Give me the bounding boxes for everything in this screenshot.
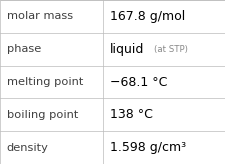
Text: density: density — [7, 143, 48, 153]
Text: 138 °C: 138 °C — [109, 108, 152, 121]
Text: melting point: melting point — [7, 77, 83, 87]
Text: 1.598 g/cm³: 1.598 g/cm³ — [109, 141, 185, 154]
Text: −68.1 °C: −68.1 °C — [109, 75, 166, 89]
Text: boiling point: boiling point — [7, 110, 78, 120]
Text: (at STP): (at STP) — [153, 45, 187, 54]
Text: liquid: liquid — [109, 43, 143, 56]
Text: 167.8 g/mol: 167.8 g/mol — [109, 10, 184, 23]
Text: molar mass: molar mass — [7, 11, 73, 21]
Text: phase: phase — [7, 44, 41, 54]
